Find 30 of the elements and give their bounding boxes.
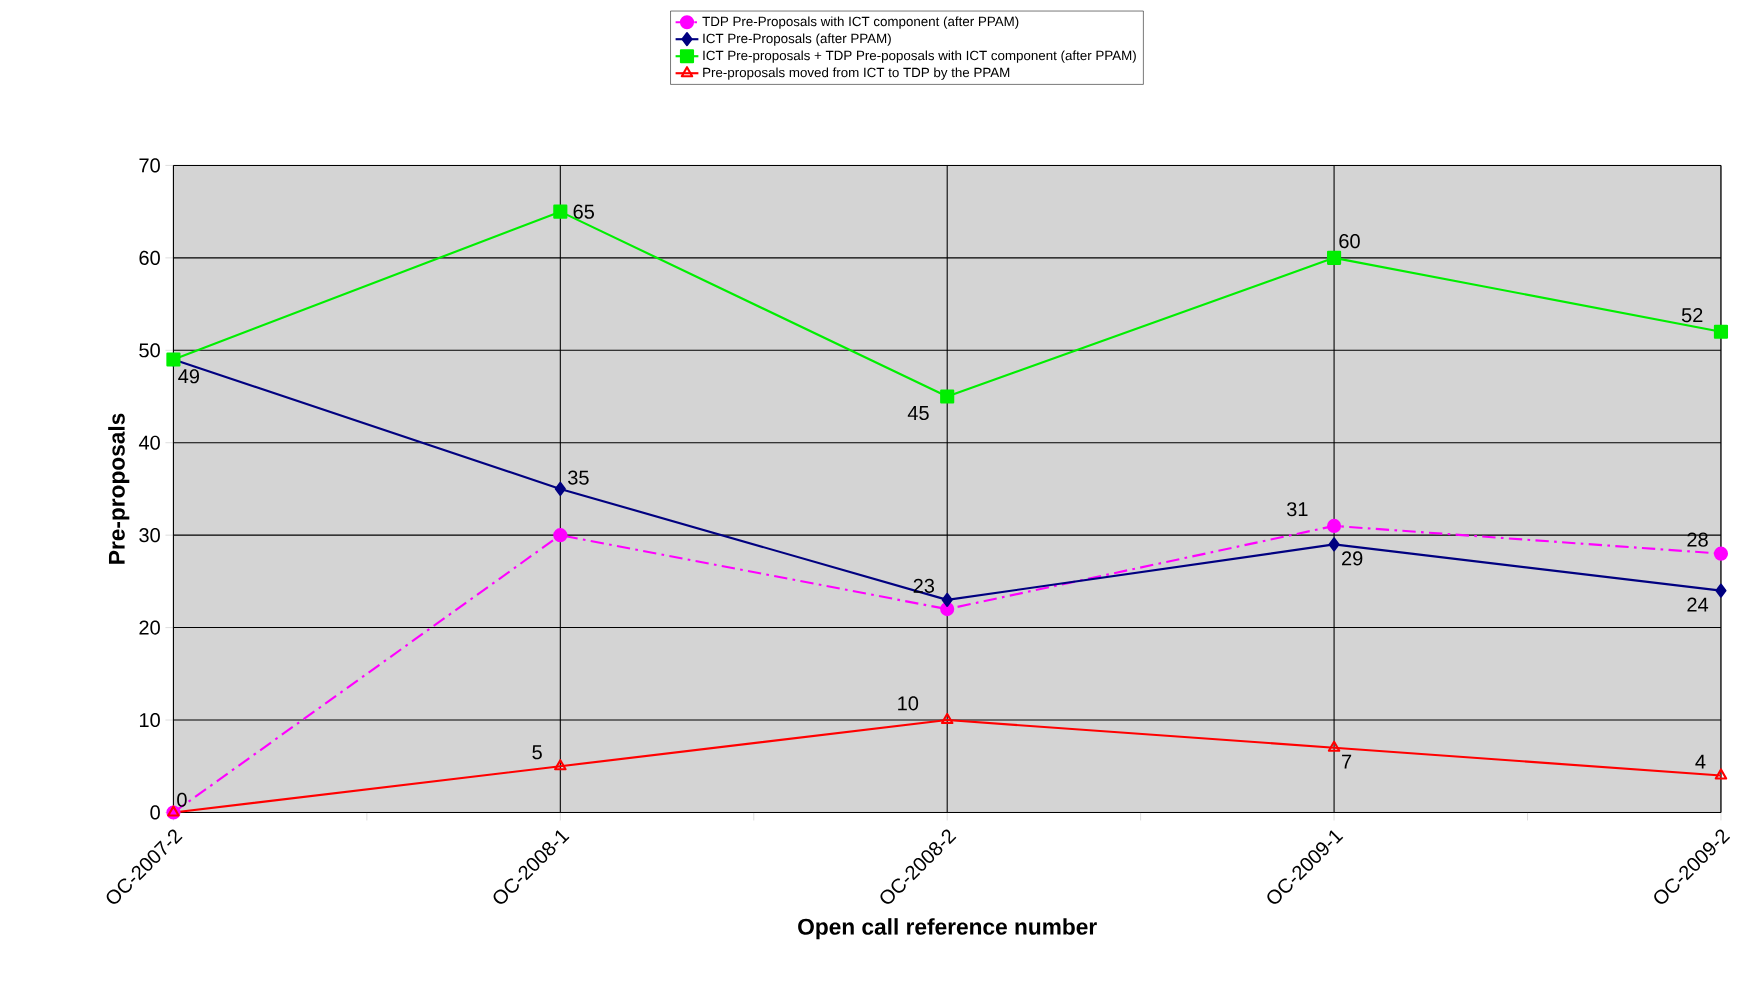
legend-label: ICT Pre-Proposals (after PPAM) xyxy=(703,33,891,46)
data-label: 45 xyxy=(907,406,929,420)
legend-label: ICT Pre-proposals + TDP Pre-poposals with ICT component (after PPAM) xyxy=(703,50,1136,63)
x-axis-title: Open call reference number xyxy=(798,918,1097,940)
data-label: 31 xyxy=(1286,502,1308,517)
data-label: 5 xyxy=(532,745,542,760)
data-label: 65 xyxy=(573,204,595,219)
data-label: 49 xyxy=(178,369,199,384)
data-label: 24 xyxy=(1687,597,1709,612)
data-label: 0 xyxy=(177,792,187,807)
data-label: 29 xyxy=(1342,551,1363,566)
y-tick-label: 60 xyxy=(139,250,160,265)
y-tick-label: 50 xyxy=(139,343,160,358)
y-tick-label: 70 xyxy=(139,158,160,173)
data-label: 52 xyxy=(1681,307,1703,323)
data-label: 23 xyxy=(913,578,935,593)
data-label: 35 xyxy=(568,470,589,485)
y-tick-label: 40 xyxy=(138,435,160,450)
data-label: 28 xyxy=(1687,532,1708,547)
data-label: 60 xyxy=(1339,233,1360,249)
data-label: 10 xyxy=(898,696,919,711)
data-label: 7 xyxy=(1342,754,1352,769)
legend-label: TDP Pre-Proposals with ICT component (after PPAM) xyxy=(702,16,1019,29)
y-tick-label: 30 xyxy=(139,527,160,543)
y-axis-title: Pre-proposals xyxy=(108,413,130,564)
y-tick-label: 10 xyxy=(139,712,160,727)
y-tick-label: 20 xyxy=(139,620,160,635)
data-label: 4 xyxy=(1695,754,1706,769)
legend-label: Pre-proposals moved from ICT to TDP by the PPAM xyxy=(703,67,1010,80)
y-tick-label: 0 xyxy=(150,805,160,820)
